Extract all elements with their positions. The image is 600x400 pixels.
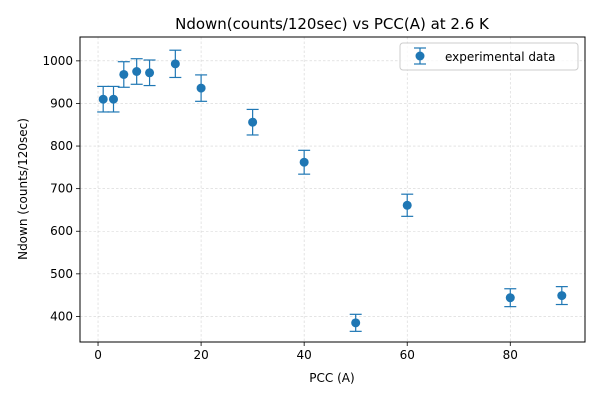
data-point bbox=[169, 49, 182, 79]
y-tick-label: 700 bbox=[50, 182, 73, 196]
data-point bbox=[349, 313, 362, 332]
y-tick-label: 800 bbox=[50, 139, 73, 153]
data-marker bbox=[196, 83, 206, 93]
y-tick-label: 500 bbox=[50, 267, 73, 281]
data-point bbox=[97, 85, 110, 113]
legend-label: experimental data bbox=[445, 50, 555, 64]
legend-dot bbox=[415, 51, 425, 61]
data-point bbox=[555, 286, 568, 306]
chart-title: Ndown(counts/120sec) vs PCC(A) at 2.6 K bbox=[175, 15, 490, 33]
data-point bbox=[130, 58, 143, 85]
data-point bbox=[107, 85, 120, 113]
data-marker bbox=[170, 59, 180, 69]
data-marker bbox=[299, 157, 309, 167]
y-tick-label: 600 bbox=[50, 224, 73, 238]
data-point bbox=[504, 288, 517, 308]
x-tick-label: 0 bbox=[94, 348, 102, 362]
data-marker bbox=[351, 318, 361, 328]
axis-ticks: 0 20 40 60 80 400 500 600 700 800 900 1000 bbox=[42, 54, 517, 362]
legend-box bbox=[399, 42, 579, 71]
data-point bbox=[143, 59, 156, 87]
data-point bbox=[298, 149, 311, 175]
x-tick-label: 60 bbox=[400, 348, 415, 362]
y-tick-label: 900 bbox=[50, 96, 73, 110]
plot-area-frame bbox=[79, 36, 586, 343]
data-marker bbox=[108, 94, 118, 104]
x-axis-label: PCC (A) bbox=[309, 371, 354, 385]
data-marker bbox=[119, 69, 129, 79]
data-marker bbox=[145, 68, 155, 78]
data-marker bbox=[98, 94, 108, 104]
data-point bbox=[117, 61, 130, 88]
data-marker bbox=[402, 200, 412, 210]
y-tick-label: 400 bbox=[50, 309, 73, 323]
x-tick-label: 80 bbox=[503, 348, 518, 362]
y-axis-label: Ndown (counts/120sec) bbox=[16, 118, 30, 260]
data-point bbox=[246, 108, 259, 136]
data-marker bbox=[557, 291, 567, 301]
data-point bbox=[195, 74, 208, 102]
x-tick-label: 20 bbox=[193, 348, 208, 362]
legend-marker bbox=[414, 47, 426, 65]
legend: experimental data bbox=[399, 42, 579, 71]
x-tick-label: 40 bbox=[297, 348, 312, 362]
data-marker bbox=[248, 117, 258, 127]
data-marker bbox=[132, 67, 142, 77]
data-series bbox=[97, 49, 568, 332]
data-point bbox=[401, 193, 414, 217]
data-marker bbox=[505, 293, 515, 303]
y-tick-label: 1000 bbox=[42, 54, 73, 68]
